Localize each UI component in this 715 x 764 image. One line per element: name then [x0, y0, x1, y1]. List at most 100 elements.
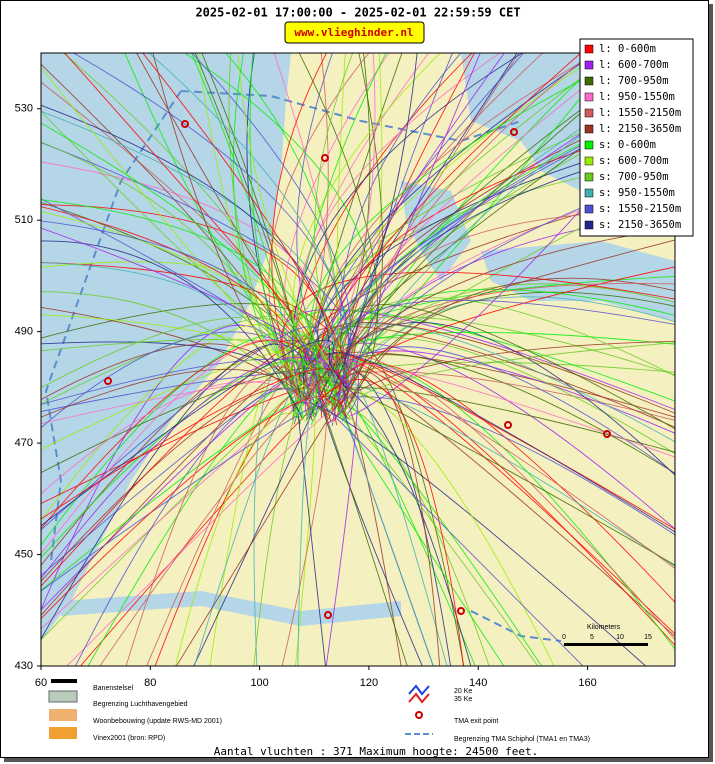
- housing-swatch: [49, 709, 77, 721]
- flight-track: [317, 379, 464, 666]
- x-tick-label: 120: [360, 677, 378, 689]
- flight-tracks: [41, 53, 675, 666]
- flight-track: [291, 371, 675, 421]
- flight-track: [305, 227, 675, 401]
- legend-swatch: [584, 220, 594, 230]
- flight-track: [304, 53, 506, 413]
- flight-track: [72, 53, 349, 370]
- flight-track: [41, 360, 342, 559]
- flight-track: [298, 53, 379, 417]
- legend-text: TMA exit point: [454, 718, 498, 725]
- flight-track: [41, 161, 330, 405]
- legend-label: l: 1550-2150m: [599, 107, 681, 119]
- x-tick-label: 100: [250, 677, 268, 689]
- footer: Aantal vluchten : 371 Maximum hoogte: 24…: [214, 745, 539, 757]
- flight-track: [297, 53, 501, 369]
- flight-track: [306, 359, 675, 458]
- flight-track: [306, 53, 599, 396]
- y-tick-label: 450: [15, 548, 33, 560]
- runway-swatch: [51, 679, 77, 683]
- legend-text: Begrenzing TMA Schiphol (TMA1 en TMA3): [454, 736, 590, 743]
- flight-track: [41, 66, 322, 405]
- legend-swatch: [584, 156, 594, 166]
- ke35-swatch: [408, 692, 430, 704]
- tma-exit-swatch: [415, 711, 423, 719]
- legend-text: Begrenzing Luchthavengebied: [93, 701, 188, 708]
- flight-track: [328, 53, 418, 400]
- legend-box: [579, 38, 694, 237]
- flight-track: [317, 53, 597, 374]
- flight-track: [237, 53, 348, 393]
- flight-track: [41, 326, 318, 531]
- flight-track: [346, 53, 481, 392]
- tma-exit-points: [104, 120, 611, 619]
- flight-track: [325, 360, 359, 666]
- legend-label: l: 950-1550m: [599, 91, 675, 103]
- map-legend-box: [41, 673, 675, 748]
- legend-text: Banenstelsel: [93, 685, 134, 692]
- map-area: [41, 53, 675, 666]
- legend-label: l: 700-950m: [599, 75, 669, 87]
- flight-track: [336, 53, 346, 369]
- flight-track: [328, 352, 675, 533]
- y-tick-label: 510: [15, 214, 33, 226]
- flight-track: [175, 412, 306, 666]
- scale-label: 5: [590, 634, 594, 641]
- flight-track: [64, 53, 336, 367]
- ke20-swatch: [408, 684, 430, 696]
- y-tick-label: 470: [15, 437, 33, 449]
- legend-label: s: 700-950m: [599, 171, 669, 183]
- flight-track: [292, 53, 441, 391]
- flight-track: [41, 381, 313, 495]
- flight-track: [297, 368, 335, 666]
- flight-track: [326, 396, 539, 666]
- flight-track: [41, 368, 294, 418]
- map-frame: [40, 52, 676, 667]
- flight-track: [314, 346, 675, 475]
- flight-track: [41, 211, 336, 392]
- flight-track: [142, 53, 350, 371]
- scale-bar: Kilometers 0 5 10 15: [562, 624, 652, 646]
- flight-track: [311, 359, 675, 570]
- airport-swatch: [48, 690, 78, 703]
- flight-track: [183, 53, 373, 385]
- scale-label: 10: [616, 634, 624, 641]
- flight-track: [342, 277, 675, 416]
- title: 2025-02-01 17:00:00 - 2025-02-01 22:59:5…: [195, 6, 520, 20]
- flight-track: [41, 262, 300, 424]
- altitude-legend: l: 0-600m l: 600-700m l: 700-950m l: 950-15…: [579, 38, 694, 237]
- flight-track: [41, 388, 359, 592]
- legend-swatch: [584, 92, 594, 102]
- flight-track: [349, 380, 448, 666]
- vinex-swatch: [49, 727, 77, 739]
- flight-track: [41, 339, 299, 555]
- legend-swatch: [584, 140, 594, 150]
- x-tick-label: 140: [469, 677, 487, 689]
- legend-label: l: 600-700m: [599, 59, 669, 71]
- flight-track: [288, 92, 675, 384]
- flight-track: [331, 299, 675, 385]
- flight-track: [268, 53, 370, 392]
- map-figure: 2025-02-01 17:00:00 - 2025-02-01 22:59:5…: [15, 6, 694, 758]
- flight-track: [303, 380, 472, 666]
- flight-track: [324, 53, 544, 398]
- flight-track: [291, 53, 387, 383]
- flight-track: [323, 354, 675, 641]
- flight-track: [41, 142, 350, 368]
- flight-track: [41, 122, 304, 375]
- flight-track: [340, 304, 675, 430]
- flight-track: [349, 291, 675, 402]
- legend-swatch: [584, 108, 594, 118]
- legend-swatch: [584, 44, 594, 54]
- flight-track: [41, 395, 347, 620]
- legend-text: Woonbebouwing (update RWS-MD 2001): [93, 718, 222, 725]
- flight-track: [309, 53, 636, 380]
- flight-track: [99, 370, 353, 666]
- legend-swatch: [584, 60, 594, 70]
- scale-title: Kilometers: [587, 624, 621, 631]
- flight-track: [41, 316, 334, 389]
- flight-track: [298, 415, 326, 666]
- legend-swatch: [584, 188, 594, 198]
- legend-label: s: 2150-3650m: [599, 219, 681, 231]
